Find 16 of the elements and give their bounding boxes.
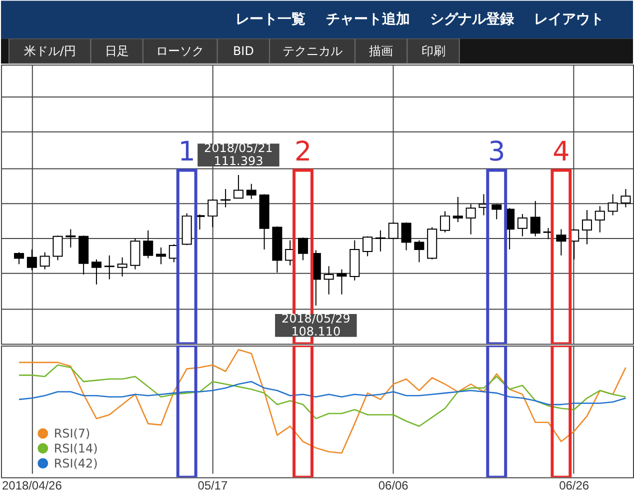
candlestick bbox=[594, 206, 605, 233]
text: 米ドル/円 bbox=[24, 44, 76, 58]
text: ローソク bbox=[156, 44, 204, 58]
text: チャート追加 bbox=[326, 12, 410, 28]
candlestick bbox=[608, 194, 618, 216]
text: シグナル登録 bbox=[430, 12, 515, 28]
text: テクニカル bbox=[282, 44, 342, 58]
text: 日足 bbox=[104, 44, 129, 58]
text: レイアウト bbox=[534, 12, 604, 28]
candlestick bbox=[582, 210, 592, 245]
text: 印刷 bbox=[421, 44, 446, 58]
text: レート一覧 bbox=[236, 12, 306, 28]
x-tick-label: 06/26 bbox=[559, 478, 590, 493]
text: BID bbox=[232, 44, 254, 58]
text: 描画 bbox=[369, 44, 394, 58]
candlestick bbox=[620, 188, 631, 208]
